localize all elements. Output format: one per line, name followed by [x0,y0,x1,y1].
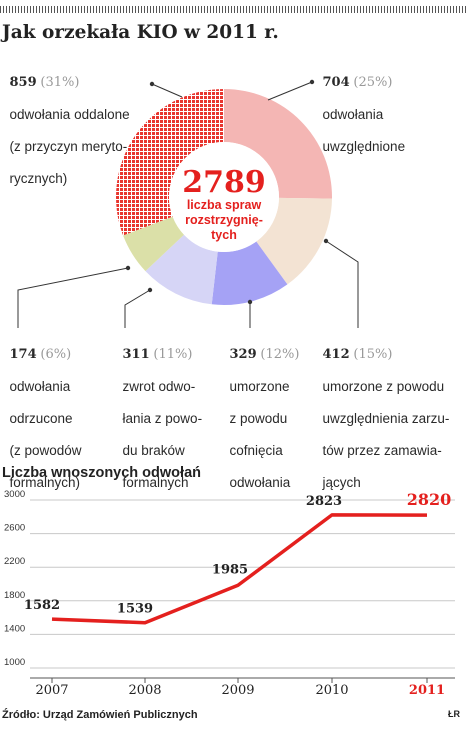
text-odrzucone-4: formalnych) [9,475,81,490]
pct-odrzucone: (6%) [40,347,72,362]
data-label: 1539 [117,602,153,617]
y-tick-label: 1400 [4,623,25,634]
slice-odrzucone [123,216,184,272]
text-umorzone-uwzglednienie-4: jących [322,475,361,490]
y-tick-label: 2200 [4,556,25,567]
donut-hole [169,142,279,252]
text-zwrot-2: łania z powo- [122,411,203,426]
leader-dot-oddalone [149,81,155,87]
label-umorzone-cofniecie: 329 (12%) umorzone z powodu cofnięcia od… [222,330,300,491]
leader-dot-umorzone_uwzgl [323,238,329,244]
center-label-line-3: tych [211,228,237,242]
pct-oddalone: (31%) [40,75,80,90]
value-odrzucone: 174 [9,347,37,362]
text-uwzglednione-1: odwołania [322,107,384,122]
author-credit: ŁR [448,709,460,719]
donut-chart: 2789 liczba spraw rozstrzygnię- tych [17,79,359,328]
value-umorzone-uwzglednienie: 412 [322,347,350,362]
label-uwzglednione: 704 (25%) odwołania uwzględnione [315,58,406,155]
slice-umorzone_uwzgl [256,197,332,285]
x-tick-label: 2007 [35,683,68,698]
center-label-line-1: liczba spraw [187,198,262,212]
data-label: 2820 [407,490,452,509]
text-umorzone-cofniecie-2: z powodu [229,411,288,426]
text-umorzone-uwzglednienie-3: tów przez zamawia- [322,443,442,458]
label-odrzucone: 174 (6%) odwołania odrzucone (z powodów … [2,330,82,491]
data-label: 1985 [212,562,248,577]
value-umorzone-cofniecie: 329 [229,347,257,362]
text-odrzucone-2: odrzucone [9,411,73,426]
text-zwrot-3: du braków [122,443,185,458]
text-umorzone-cofniecie-3: cofnięcia [229,443,283,458]
leader-dot-uwzglednione [309,79,315,85]
slice-umorzone_cofn [211,241,288,306]
leader-dot-umorzone_cofn [247,299,253,305]
page-title: Jak orzekała KIO w 2011 r. [2,22,279,43]
slice-zwrot [145,234,218,305]
text-oddalone-2: (z przyczyn meryto- [9,139,128,154]
value-uwzglednione: 704 [322,75,350,90]
text-umorzone-uwzglednienie-2: uwzględnienia zarzu- [322,411,450,426]
value-oddalone: 859 [9,75,37,90]
x-tick-label: 2008 [128,683,161,698]
data-label: 1582 [24,598,60,613]
text-umorzone-cofniecie-1: umorzone [229,379,290,394]
center-value: 2789 [182,165,266,200]
leader-dot-odrzucone [125,265,131,271]
leader-uwzglednione [267,81,313,101]
leader-dot-zwrot [147,287,153,293]
y-tick-label: 1800 [4,590,25,601]
y-tick-label: 1000 [4,657,25,668]
label-oddalone: 859 (31%) odwołania oddalone (z przyczyn… [2,58,130,187]
y-tick-label: 3000 [4,489,25,500]
leader-oddalone [151,83,183,98]
text-odrzucone-3: (z powodów [9,443,82,458]
text-oddalone-3: rycznych) [9,171,68,186]
line-chart-title: Liczba wnoszonych odwołań [2,465,201,481]
text-oddalone-1: odwołania oddalone [9,107,130,122]
text-odrzucone-1: odwołania [9,379,71,394]
pct-zwrot: (11%) [153,347,193,362]
text-zwrot-4: formalnych [122,475,189,490]
x-tick-label: 2009 [221,683,254,698]
top-rule [0,6,466,13]
text-umorzone-cofniecie-4: odwołania [229,475,291,490]
leader-odrzucone [17,267,129,328]
slice-oddalone [115,89,224,236]
center-label-line-2: rozstrzygnię- [185,213,263,227]
leader-umorzone_uwzgl [325,240,359,328]
y-tick-label: 2600 [4,523,25,534]
label-zwrot: 311 (11%) zwrot odwo- łania z powo- du b… [115,330,203,491]
text-zwrot-1: zwrot odwo- [122,379,196,394]
slice-uwzglednione [224,89,332,199]
pct-uwzglednione: (25%) [353,75,393,90]
x-tick-label: 2011 [409,683,445,698]
source-note: Źródło: Urząd Zamówień Publicznych [2,709,198,721]
label-umorzone-uwzglednienie: 412 (15%) umorzone z powodu uwzględnieni… [315,330,450,491]
pct-umorzone-cofniecie: (12%) [260,347,300,362]
x-tick-label: 2010 [315,683,348,698]
pct-umorzone-uwzglednienie: (15%) [353,347,393,362]
series-line [51,513,428,625]
value-zwrot: 311 [122,347,150,362]
text-umorzone-uwzglednienie-1: umorzone z powodu [322,379,445,394]
data-label: 2823 [306,494,342,509]
leader-zwrot [124,289,151,328]
text-uwzglednione-2: uwzględnione [322,139,406,154]
